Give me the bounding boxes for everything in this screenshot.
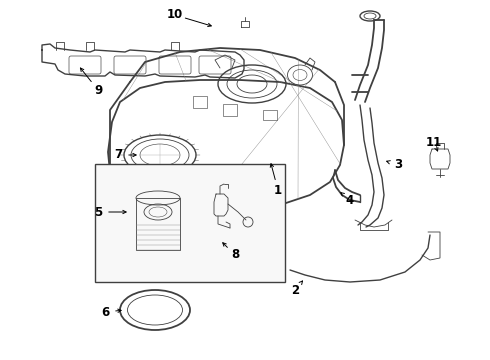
Text: 6: 6 [101, 306, 109, 319]
Text: 3: 3 [394, 158, 402, 171]
Bar [95, 164, 285, 282]
Text: 7: 7 [114, 148, 122, 162]
Bar [136, 198, 180, 250]
Text: 4: 4 [346, 194, 354, 207]
Text: 1: 1 [274, 184, 282, 197]
Bar [263, 110, 277, 120]
Text: 9: 9 [94, 84, 102, 96]
Bar [193, 96, 207, 108]
Text: 8: 8 [231, 248, 239, 261]
Text: 2: 2 [291, 284, 299, 297]
Text: 11: 11 [426, 135, 442, 148]
Text: 10: 10 [167, 9, 183, 22]
Bar [223, 104, 237, 116]
Text: 5: 5 [94, 206, 102, 219]
